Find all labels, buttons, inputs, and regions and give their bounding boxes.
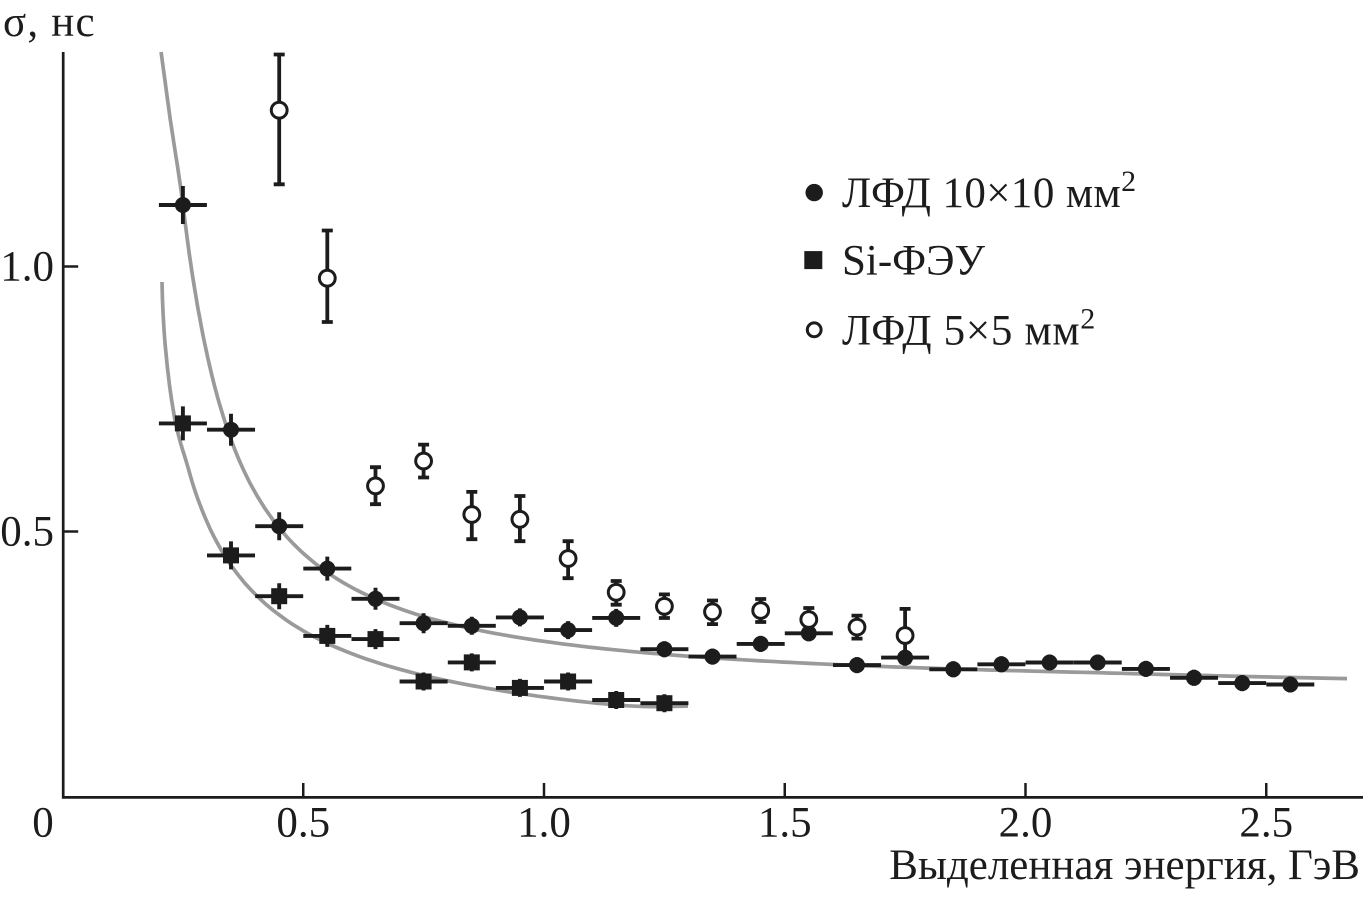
svg-text:ЛФД 10×10 мм2: ЛФД 10×10 мм2 [842, 165, 1137, 217]
svg-text:Выделенная энергия, ГэВ: Выделенная энергия, ГэВ [889, 842, 1360, 889]
svg-text:0: 0 [32, 800, 54, 847]
svg-text:0.5: 0.5 [0, 509, 54, 556]
svg-text:2.0: 2.0 [999, 800, 1053, 847]
svg-text:0.5: 0.5 [276, 800, 330, 847]
svg-text:1.0: 1.0 [517, 800, 571, 847]
svg-text:Si-ФЭУ: Si-ФЭУ [842, 238, 986, 285]
svg-text:ЛФД 5×5 мм2: ЛФД 5×5 мм2 [842, 303, 1096, 355]
svg-text:1.5: 1.5 [758, 800, 812, 847]
svg-text:2.5: 2.5 [1239, 800, 1293, 847]
svg-text:1.0: 1.0 [0, 244, 54, 291]
svg-text:σ, нс: σ, нс [3, 0, 96, 46]
